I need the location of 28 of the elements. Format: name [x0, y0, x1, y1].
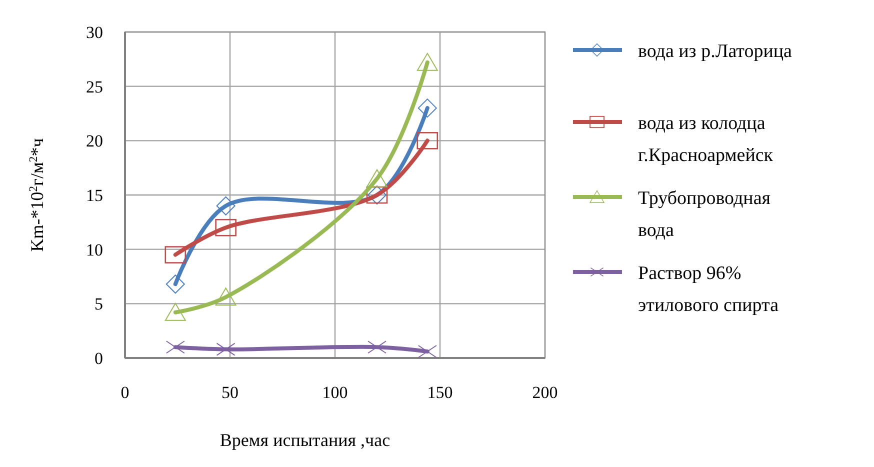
y-tick-label: 5	[94, 294, 103, 314]
x-tick-label: 200	[532, 383, 558, 402]
point	[216, 196, 236, 216]
y-tick-label: 30	[86, 23, 103, 42]
point	[164, 302, 186, 321]
y-tick-label: 15	[86, 186, 103, 205]
x-tick-label: 0	[120, 383, 130, 402]
point	[418, 98, 437, 118]
point	[416, 132, 438, 150]
y-tick-label: 25	[86, 77, 103, 96]
x-tick-label: 150	[427, 383, 453, 402]
x-tick-label: 50	[222, 383, 238, 402]
y-tick-label: 20	[86, 132, 103, 151]
legend-label: Раствор 96% этилового спирта	[638, 263, 780, 316]
point	[366, 169, 388, 188]
legend-label: вода из колодца г.Красноармейск	[638, 113, 774, 166]
point	[368, 340, 386, 354]
point	[416, 52, 438, 71]
point	[166, 274, 185, 294]
y-tick-label: 0	[94, 349, 103, 368]
point	[215, 218, 236, 236]
legend-label: вода из р.Латорица	[638, 41, 793, 62]
legend-label: Трубопроводная вода	[638, 188, 771, 241]
point	[215, 288, 236, 306]
y-tick-label: 10	[86, 240, 103, 260]
x-tick-label: 100	[322, 383, 348, 402]
point	[164, 246, 186, 264]
x-axis-title: Время испытания ,час	[220, 430, 390, 450]
